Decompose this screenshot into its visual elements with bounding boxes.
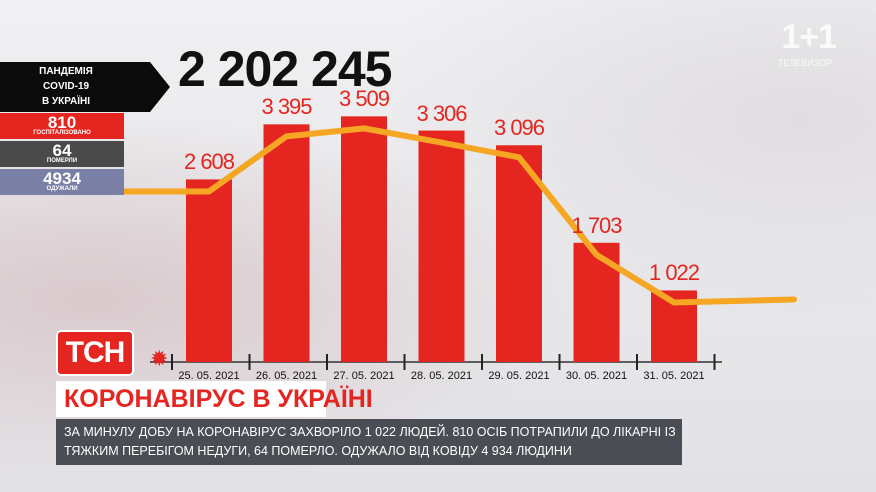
headline-bar: КОРОНАВІРУС В УКРАЇНІ <box>56 381 373 417</box>
x-tick-label: 28. 05. 2021 <box>410 370 473 382</box>
recovered-value: 4934 <box>43 169 81 188</box>
x-tick-label: 27. 05. 2021 <box>333 370 395 382</box>
news-ticker: ЗА МИНУЛУ ДОБУ НА КОРОНАВІРУС ЗАХВОРІЛО … <box>56 419 682 465</box>
hospitalized-row: 810 ГОСПІТАЛІЗОВАНО <box>0 113 124 139</box>
deaths-label: ПОМЕРЛИ <box>46 158 78 164</box>
bar <box>186 179 232 362</box>
x-tick-label: 29. 05. 2021 <box>488 370 550 382</box>
x-tick-label: 30. 05. 2021 <box>565 370 628 382</box>
bar <box>341 116 387 363</box>
data-label: 3 306 <box>416 100 467 126</box>
total-cases: 2 202 245 <box>178 41 392 97</box>
data-label: 3 096 <box>493 115 545 141</box>
ticker-text: ЗА МИНУЛУ ДОБУ НА КОРОНАВІРУС ЗАХВОРІЛО … <box>64 425 676 458</box>
tsn-logo: ТСН <box>56 330 134 376</box>
hospitalized-label: ГОСПІТАЛІЗОВАНО <box>33 130 91 136</box>
x-tick-label: 25. 05. 2021 <box>178 370 240 382</box>
data-label: 3 509 <box>338 86 390 112</box>
data-label: 3 395 <box>261 94 312 120</box>
bar <box>263 124 310 362</box>
hospitalized-value: 810 <box>47 113 77 132</box>
bar <box>418 130 465 362</box>
panel-title-line-2: COVID-19 <box>42 81 90 92</box>
panel-header: ПАНДЕМІЯ COVID-19 В УКРАЇНІ <box>0 62 170 112</box>
recovered-label: ОДУЖАЛИ <box>46 186 78 192</box>
data-label: 1 022 <box>648 260 700 286</box>
trend-line <box>0 125 797 306</box>
virus-icon: ✹ <box>150 346 169 371</box>
recovered-row: 4934 ОДУЖАЛИ <box>0 169 124 195</box>
panel-title-line-3: В УКРАЇНІ <box>41 96 91 107</box>
panel-title-line-1: ПАНДЕМІЯ <box>39 66 93 77</box>
deaths-row: 64 ПОМЕРЛИ <box>0 141 124 167</box>
channel-1plus1-logo: 1+1 <box>781 18 837 56</box>
x-tick-label: 26. 05. 2021 <box>255 370 318 382</box>
x-tick-label: 31. 05. 2021 <box>643 370 705 382</box>
channel-1plus1-logo-sub: ТЕЛЕВИЗОР <box>777 58 832 68</box>
headline-text: КОРОНАВІРУС В УКРАЇНІ <box>64 385 373 413</box>
deaths-value: 64 <box>52 141 72 160</box>
bar <box>573 242 620 362</box>
data-label: 1 703 <box>571 212 622 238</box>
bar <box>496 145 542 362</box>
data-label: 2 608 <box>183 149 235 175</box>
